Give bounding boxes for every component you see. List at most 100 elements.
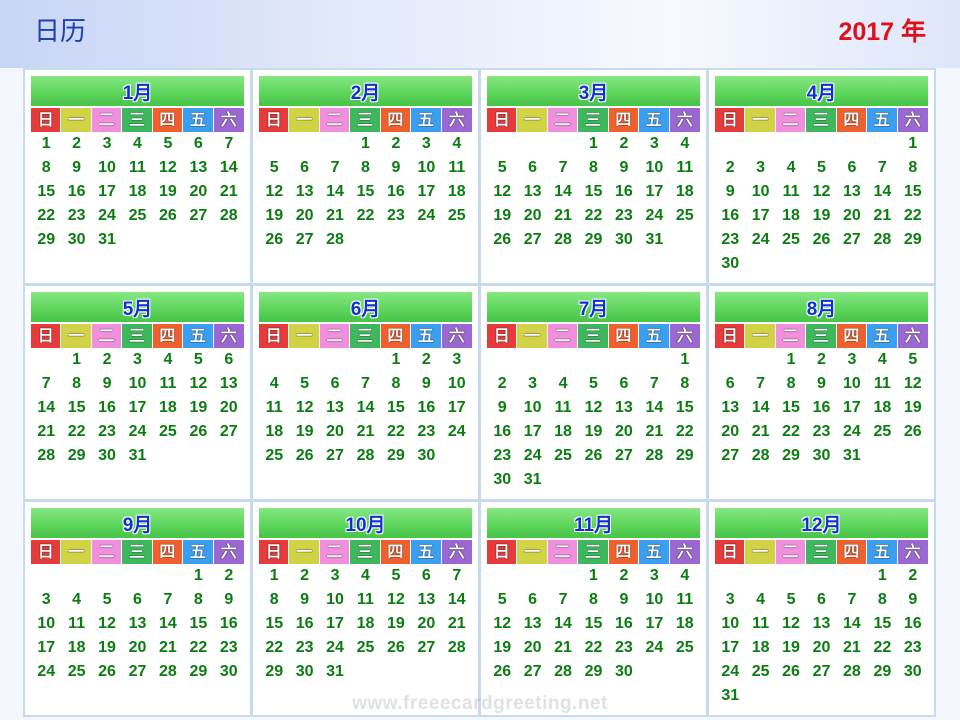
date-cell: 23 bbox=[615, 207, 633, 224]
page-title: 日历 bbox=[34, 17, 87, 47]
weekday-header-sun: 日 bbox=[715, 324, 746, 348]
date-cell: 4 bbox=[269, 375, 279, 392]
date-cell: 10 bbox=[645, 591, 664, 608]
date-cell: 9 bbox=[391, 159, 401, 176]
empty-date-cell bbox=[548, 132, 578, 156]
weekday-header-mon: 一 bbox=[61, 540, 92, 564]
date-cell: 22 bbox=[189, 639, 208, 656]
date-cell: 4 bbox=[452, 135, 462, 152]
date-cell: 7 bbox=[877, 159, 887, 176]
date-cell: 27 bbox=[417, 639, 436, 656]
weekday-header-sat: 六 bbox=[213, 108, 244, 132]
weekday-header-thu: 四 bbox=[152, 108, 184, 132]
date-cell: 26 bbox=[903, 423, 922, 440]
date-cell: 6 bbox=[330, 375, 340, 392]
empty-date-cell bbox=[487, 132, 517, 156]
date-cell: 24 bbox=[843, 423, 861, 440]
date-cell: 9 bbox=[619, 591, 629, 608]
date-cell: 15 bbox=[584, 615, 603, 632]
date-cell: 3 bbox=[756, 159, 766, 176]
date-cell: 5 bbox=[908, 351, 918, 368]
date-cell: 28 bbox=[751, 447, 770, 464]
date-cell: 2 bbox=[224, 567, 234, 584]
date-cell: 25 bbox=[447, 207, 466, 224]
date-cell: 14 bbox=[554, 615, 572, 632]
date-cell: 19 bbox=[189, 399, 208, 416]
date-cell: 26 bbox=[189, 423, 208, 440]
empty-date-cell bbox=[715, 348, 745, 372]
weekday-header-thu: 四 bbox=[608, 108, 640, 132]
empty-date-cell bbox=[320, 132, 350, 156]
date-cell: 13 bbox=[219, 375, 238, 392]
date-cell: 9 bbox=[224, 591, 234, 608]
month-header: 9月 bbox=[31, 508, 244, 538]
date-cell: 25 bbox=[751, 663, 770, 680]
empty-date-cell bbox=[776, 132, 806, 156]
date-cell: 12 bbox=[903, 375, 922, 392]
date-cell: 2 bbox=[817, 351, 826, 368]
date-cell: 24 bbox=[37, 663, 56, 680]
date-cell: 8 bbox=[589, 159, 598, 176]
weekday-row: 日一二三四五六 bbox=[259, 108, 472, 132]
date-cell: 3 bbox=[41, 591, 51, 608]
date-cell: 7 bbox=[558, 591, 568, 608]
date-cell: 21 bbox=[554, 639, 572, 656]
date-cell: 12 bbox=[265, 183, 284, 200]
weekday-header-sat: 六 bbox=[441, 540, 472, 564]
date-cell: 31 bbox=[523, 471, 542, 488]
date-cell: 9 bbox=[817, 375, 826, 392]
month-header: 5月 bbox=[31, 292, 244, 322]
date-cell: 4 bbox=[72, 591, 82, 608]
date-cell: 22 bbox=[903, 207, 922, 224]
month-header: 7月 bbox=[487, 292, 700, 322]
empty-date-cell bbox=[122, 564, 152, 588]
date-cell: 24 bbox=[98, 207, 116, 224]
date-cell: 6 bbox=[133, 591, 142, 608]
date-cell: 1 bbox=[877, 567, 887, 584]
date-cell: 17 bbox=[98, 183, 116, 200]
date-cell: 10 bbox=[523, 399, 542, 416]
date-cell: 15 bbox=[675, 399, 694, 416]
date-cell: 16 bbox=[903, 615, 922, 632]
date-cell: 23 bbox=[493, 447, 512, 464]
weekday-header-sat: 六 bbox=[669, 540, 700, 564]
date-cell: 20 bbox=[843, 207, 861, 224]
date-cell: 19 bbox=[159, 183, 177, 200]
date-cell: 9 bbox=[725, 183, 735, 200]
date-cell: 24 bbox=[523, 447, 542, 464]
date-cell: 16 bbox=[493, 423, 512, 440]
date-cell: 17 bbox=[447, 399, 466, 416]
weekday-header-mon: 一 bbox=[517, 540, 548, 564]
date-cell: 15 bbox=[67, 399, 86, 416]
date-cell: 11 bbox=[265, 399, 283, 416]
weekday-header-fri: 五 bbox=[183, 540, 214, 564]
month-panel-april: 4月日一二三四五六 1 2 3 4 5 6 7 8 9 10 11 12 13 14 15 16 17 18 19 20… bbox=[709, 70, 934, 283]
date-cell: 14 bbox=[326, 183, 344, 200]
months-grid: 1月日一二三四五六 1 2 3 4 5 6 7 8 9 10 11 12 13 14 15 16 17 18 19 20… bbox=[23, 68, 936, 717]
weekday-header-sun: 日 bbox=[259, 324, 290, 348]
date-cell: 15 bbox=[782, 399, 800, 416]
date-cell: 2 bbox=[391, 135, 401, 152]
weekday-header-wed: 三 bbox=[122, 324, 153, 348]
date-cell: 24 bbox=[721, 663, 740, 680]
date-cell: 30 bbox=[721, 255, 740, 272]
weekday-header-thu: 四 bbox=[380, 540, 412, 564]
date-cell: 1 bbox=[72, 351, 82, 368]
date-cell: 29 bbox=[903, 231, 922, 248]
date-cell: 15 bbox=[873, 615, 892, 632]
date-cell: 16 bbox=[417, 399, 436, 416]
date-cell: 30 bbox=[295, 663, 314, 680]
date-cell: 27 bbox=[128, 663, 147, 680]
weekday-header-sun: 日 bbox=[31, 324, 62, 348]
weekday-header-mon: 一 bbox=[289, 324, 320, 348]
date-cell: 20 bbox=[128, 639, 147, 656]
date-cell: 7 bbox=[649, 375, 659, 392]
date-cell: 22 bbox=[37, 207, 56, 224]
date-cell: 2 bbox=[102, 351, 112, 368]
date-cell: 14 bbox=[447, 591, 466, 608]
date-cell: 10 bbox=[751, 183, 770, 200]
date-cell: 22 bbox=[584, 207, 603, 224]
empty-date-cell bbox=[745, 132, 775, 156]
month-header: 2月 bbox=[259, 76, 472, 106]
date-cell: 27 bbox=[812, 663, 831, 680]
